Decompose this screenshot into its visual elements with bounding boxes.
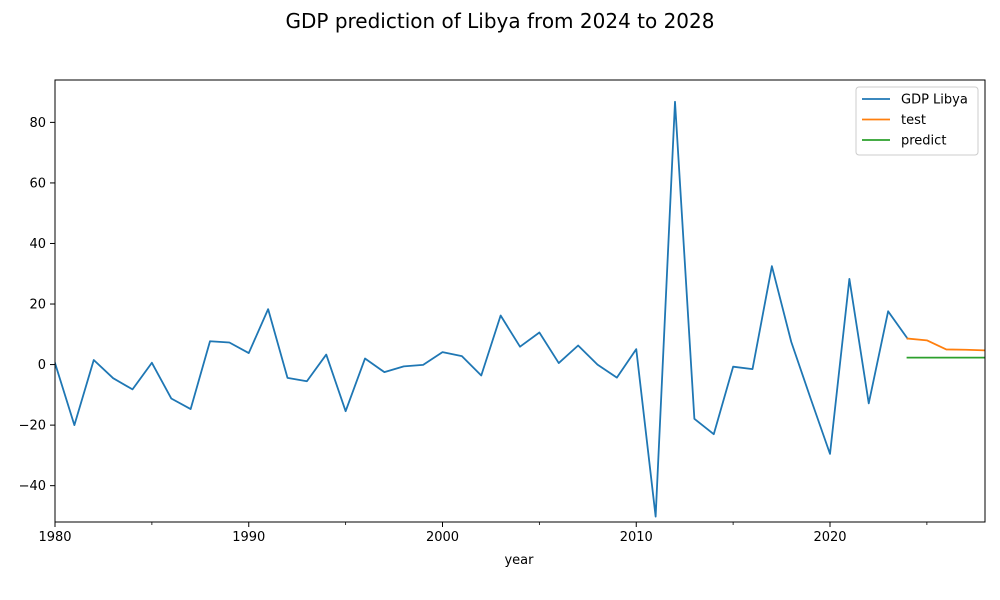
x-tick-label: 2020 (813, 530, 846, 545)
y-axis: −40 −20 0 20 40 60 80 (19, 116, 55, 494)
y-tick-label: −20 (19, 419, 46, 434)
legend: GDP Libya test predict (855, 86, 979, 156)
legend-label: GDP Libya (901, 93, 968, 108)
series-line-test (906, 337, 985, 352)
y-tick-label: −40 (19, 479, 46, 494)
legend-box (855, 86, 979, 156)
y-tick-label: 0 (38, 358, 46, 373)
series-line-gdp-libya (55, 100, 909, 518)
plot-frame (54, 79, 986, 523)
x-axis-label: year (504, 553, 534, 568)
x-tick-label: 2010 (620, 530, 653, 545)
x-tick-label: 1990 (232, 530, 265, 545)
x-axis: 1980 1990 2000 2010 2020 (38, 522, 928, 545)
x-tick-label: 1980 (38, 530, 71, 545)
y-tick-label: 40 (29, 237, 46, 252)
chart-title: GDP prediction of Libya from 2024 to 202… (286, 9, 715, 33)
legend-label: predict (901, 134, 946, 149)
y-tick-label: 20 (29, 298, 46, 313)
y-tick-label: 60 (29, 176, 46, 191)
x-tick-label: 2000 (426, 530, 459, 545)
y-tick-label: 80 (29, 116, 46, 131)
series-layer (55, 100, 985, 518)
legend-label: test (901, 113, 926, 128)
